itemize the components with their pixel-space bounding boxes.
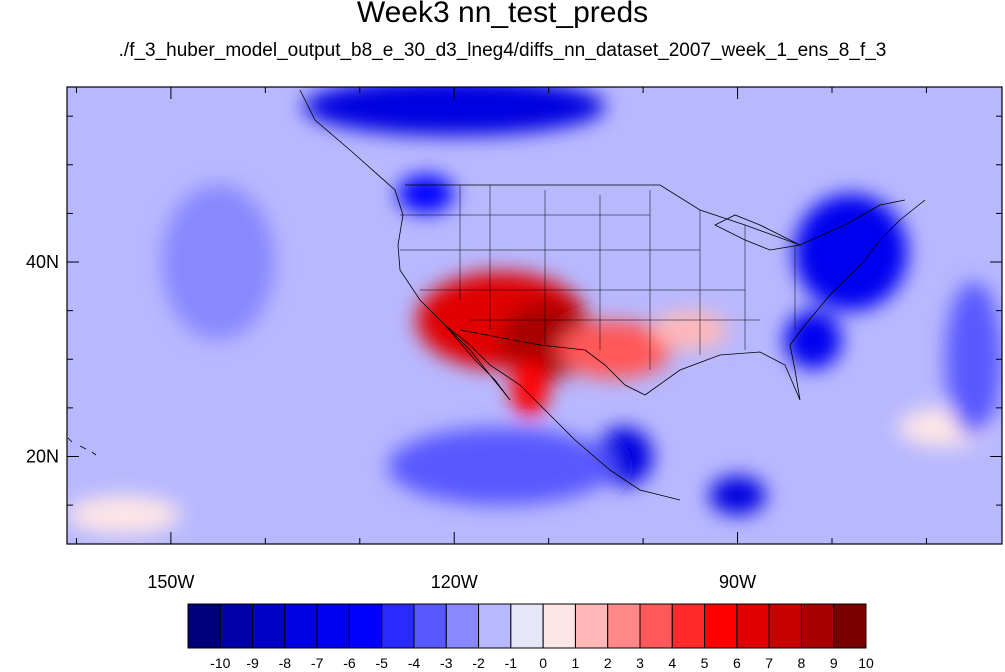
colorbar-swatch-4 <box>316 603 350 649</box>
colorbar-swatch-1 <box>219 603 254 649</box>
colorbar-label: -2 <box>472 655 485 671</box>
axis-labels: 40N 20N 150W 120W 90W <box>26 252 756 592</box>
colorbar-swatch-11 <box>542 603 576 649</box>
colorbar-label: -9 <box>246 655 259 671</box>
colorbar-swatch-9 <box>478 603 512 649</box>
colorbar: -10 -9 -8 -7 -6 -5 -4 -3 -2 -1 0 1 2 3 4 5 6 7 8 9 10 <box>187 603 874 671</box>
colorbar-label: -3 <box>440 655 453 671</box>
colorbar-label: -6 <box>343 655 356 671</box>
colorbar-label: 1 <box>572 655 580 671</box>
anomaly-region-13 <box>67 495 181 535</box>
colorbar-swatch-19 <box>800 603 835 649</box>
map-title: Week3 nn_test_preds <box>356 0 649 29</box>
gulf-coast-outline <box>644 199 926 401</box>
colorbar-swatch-12 <box>574 603 609 649</box>
colorbar-swatch-14 <box>639 603 673 649</box>
colorbar-swatch-10 <box>510 603 544 649</box>
colorbar-label: -10 <box>210 655 230 671</box>
hawaii-outline <box>67 437 97 456</box>
colorbar-label: 6 <box>733 655 741 671</box>
colorbar-swatch-13 <box>607 603 641 649</box>
country-borders <box>67 89 926 501</box>
anomaly-region-12 <box>161 184 275 340</box>
colorbar-swatch-18 <box>768 603 802 649</box>
colorbar-label: -1 <box>505 655 518 671</box>
colorbar-label: 3 <box>636 655 644 671</box>
plot-area <box>67 87 1002 544</box>
lat-tick-label: 40N <box>26 252 59 272</box>
anomaly-region-11 <box>388 427 615 506</box>
lat-tick-label: 20N <box>26 446 59 466</box>
colorbar-swatch-0 <box>187 603 221 649</box>
colorbar-swatch-17 <box>736 603 770 649</box>
anomaly-region-5 <box>794 193 908 311</box>
lon-tick-label: 150W <box>147 572 194 592</box>
map-frame <box>66 86 1003 545</box>
colorbar-swatch-8 <box>445 603 480 649</box>
anomaly-region-8 <box>397 174 455 214</box>
colorbar-swatch-15 <box>671 603 706 649</box>
great-lakes-outline <box>714 214 802 251</box>
lon-tick-label: 90W <box>719 572 756 592</box>
map-subtitle: ./f_3_huber_model_output_b8_e_30_d3_lneg… <box>118 40 887 61</box>
colorbar-swatch-2 <box>252 603 286 649</box>
anomaly-region-15 <box>945 281 1002 438</box>
colorbar-label: -7 <box>311 655 324 671</box>
field-anomalies <box>67 87 1002 535</box>
colorbar-label: 0 <box>539 655 547 671</box>
colorbar-swatch-6 <box>381 603 415 649</box>
anomaly-region-3 <box>652 310 729 350</box>
colorbar-label: 10 <box>858 655 874 671</box>
lon-tick-label: 120W <box>431 572 478 592</box>
colorbar-swatch-5 <box>348 603 383 649</box>
us-mexico-border <box>459 329 646 396</box>
colorbar-swatch-7 <box>413 603 447 649</box>
colorbar-label: -4 <box>408 655 421 671</box>
colorbar-label: 4 <box>668 655 676 671</box>
colorbar-label: 5 <box>701 655 709 671</box>
anomaly-region-7 <box>303 87 606 136</box>
colorbar-swatch-3 <box>284 603 318 649</box>
colorbar-swatch-16 <box>704 603 738 649</box>
axis-ticks <box>67 87 1002 544</box>
colorbar-swatch-20 <box>833 603 867 649</box>
anomaly-region-6 <box>784 310 842 369</box>
colorbar-label: 8 <box>798 655 806 671</box>
baja-outline <box>444 324 511 401</box>
colorbar-label: 7 <box>765 655 773 671</box>
colorbar-label: 2 <box>604 655 612 671</box>
anomaly-region-10 <box>709 475 766 515</box>
colorbar-label: -5 <box>375 655 388 671</box>
anomaly-region-2 <box>558 320 672 379</box>
colorbar-label: -8 <box>279 655 292 671</box>
colorbar-label: 9 <box>830 655 838 671</box>
anomaly-region-4 <box>510 359 549 418</box>
state-borders <box>400 185 796 370</box>
